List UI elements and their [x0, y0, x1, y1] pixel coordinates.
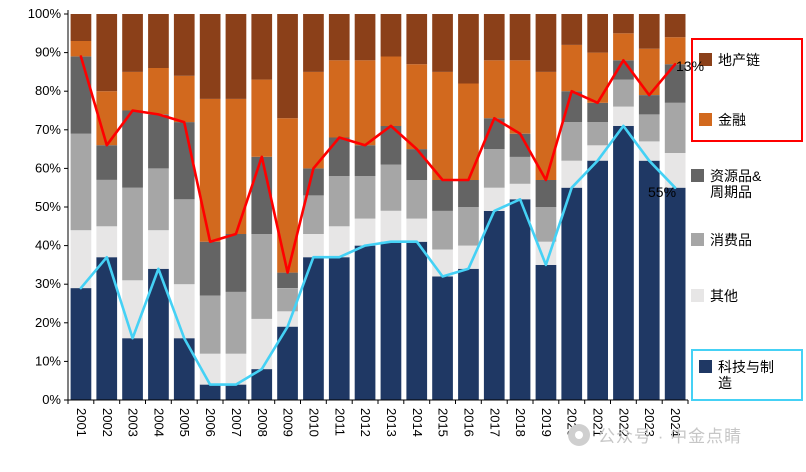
- svg-text:2019: 2019: [539, 408, 554, 437]
- svg-text:70%: 70%: [35, 122, 61, 137]
- annotation-red-line-residual-13pct: 13%: [676, 58, 705, 74]
- svg-text:2003: 2003: [126, 408, 141, 437]
- legend-item-finance: 金融: [699, 112, 795, 128]
- svg-text:90%: 90%: [35, 45, 61, 60]
- svg-text:2001: 2001: [74, 408, 89, 437]
- svg-text:2022: 2022: [616, 408, 631, 437]
- svg-text:30%: 30%: [35, 276, 61, 291]
- svg-text:50%: 50%: [35, 199, 61, 214]
- svg-text:2013: 2013: [384, 408, 399, 437]
- svg-text:2009: 2009: [281, 408, 296, 437]
- legend-label-other: 其他: [710, 288, 738, 305]
- svg-text:20%: 20%: [35, 315, 61, 330]
- svg-text:2004: 2004: [151, 408, 166, 437]
- legend-label-resources-cyclicals: 资源品&周期品: [710, 168, 762, 201]
- svg-text:40%: 40%: [35, 238, 61, 253]
- annotation-cyan-line-55pct: 55%: [648, 184, 677, 200]
- svg-text:2012: 2012: [358, 408, 373, 437]
- legend-label-property-chain: 地产链: [718, 52, 760, 68]
- svg-text:2021: 2021: [591, 408, 606, 437]
- svg-text:2014: 2014: [410, 408, 425, 437]
- legend-highlight-box-cyan: 科技与制造: [691, 348, 803, 401]
- svg-text:2023: 2023: [642, 408, 657, 437]
- svg-text:2016: 2016: [461, 408, 476, 437]
- legend-highlight-box-red: 地产链 金融: [691, 38, 803, 143]
- svg-text:2008: 2008: [255, 408, 270, 437]
- legend-swatch-finance: [699, 113, 712, 127]
- svg-text:2007: 2007: [229, 408, 244, 437]
- legend-label-consumer: 消费品: [710, 232, 752, 249]
- svg-text:2015: 2015: [436, 408, 451, 437]
- legend-swatch-property-chain: [699, 53, 712, 66]
- svg-text:2005: 2005: [177, 408, 192, 437]
- watermark-logo-icon: [568, 423, 590, 446]
- legend-item-tech-manufacturing: 科技与制造: [699, 359, 795, 391]
- svg-text:2024: 2024: [668, 408, 683, 437]
- svg-text:2017: 2017: [487, 408, 502, 437]
- svg-text:2018: 2018: [513, 408, 528, 437]
- legend-label-tech-manufacturing: 科技与制造: [718, 358, 774, 391]
- legend-item-consumer: 消费品: [691, 232, 803, 248]
- svg-text:60%: 60%: [35, 160, 61, 175]
- svg-text:2006: 2006: [203, 408, 218, 437]
- legend-label-finance: 金融: [718, 112, 746, 129]
- legend-swatch-tech-manufacturing: [699, 359, 712, 373]
- svg-text:2011: 2011: [332, 408, 347, 436]
- svg-text:2002: 2002: [100, 408, 115, 437]
- legend: 地产链 金融 资源品&周期品 消费品 其他 科技与制造: [691, 38, 803, 401]
- svg-text:100%: 100%: [28, 6, 62, 21]
- watermark: 公众号 · 中金点睛: [568, 422, 742, 447]
- legend-swatch-consumer: [691, 233, 704, 247]
- legend-item-resources-cyclicals: 资源品&周期品: [691, 168, 803, 200]
- svg-text:0%: 0%: [42, 392, 61, 407]
- legend-swatch-other: [691, 289, 704, 303]
- svg-text:2010: 2010: [306, 408, 321, 437]
- legend-swatch-resources-cyclicals: [691, 169, 704, 183]
- svg-text:80%: 80%: [35, 83, 61, 98]
- legend-item-property-chain: 地产链: [699, 52, 795, 68]
- legend-item-other: 其他: [691, 288, 803, 304]
- svg-text:10%: 10%: [35, 353, 61, 368]
- watermark-text: 公众号 · 中金点睛: [598, 427, 743, 446]
